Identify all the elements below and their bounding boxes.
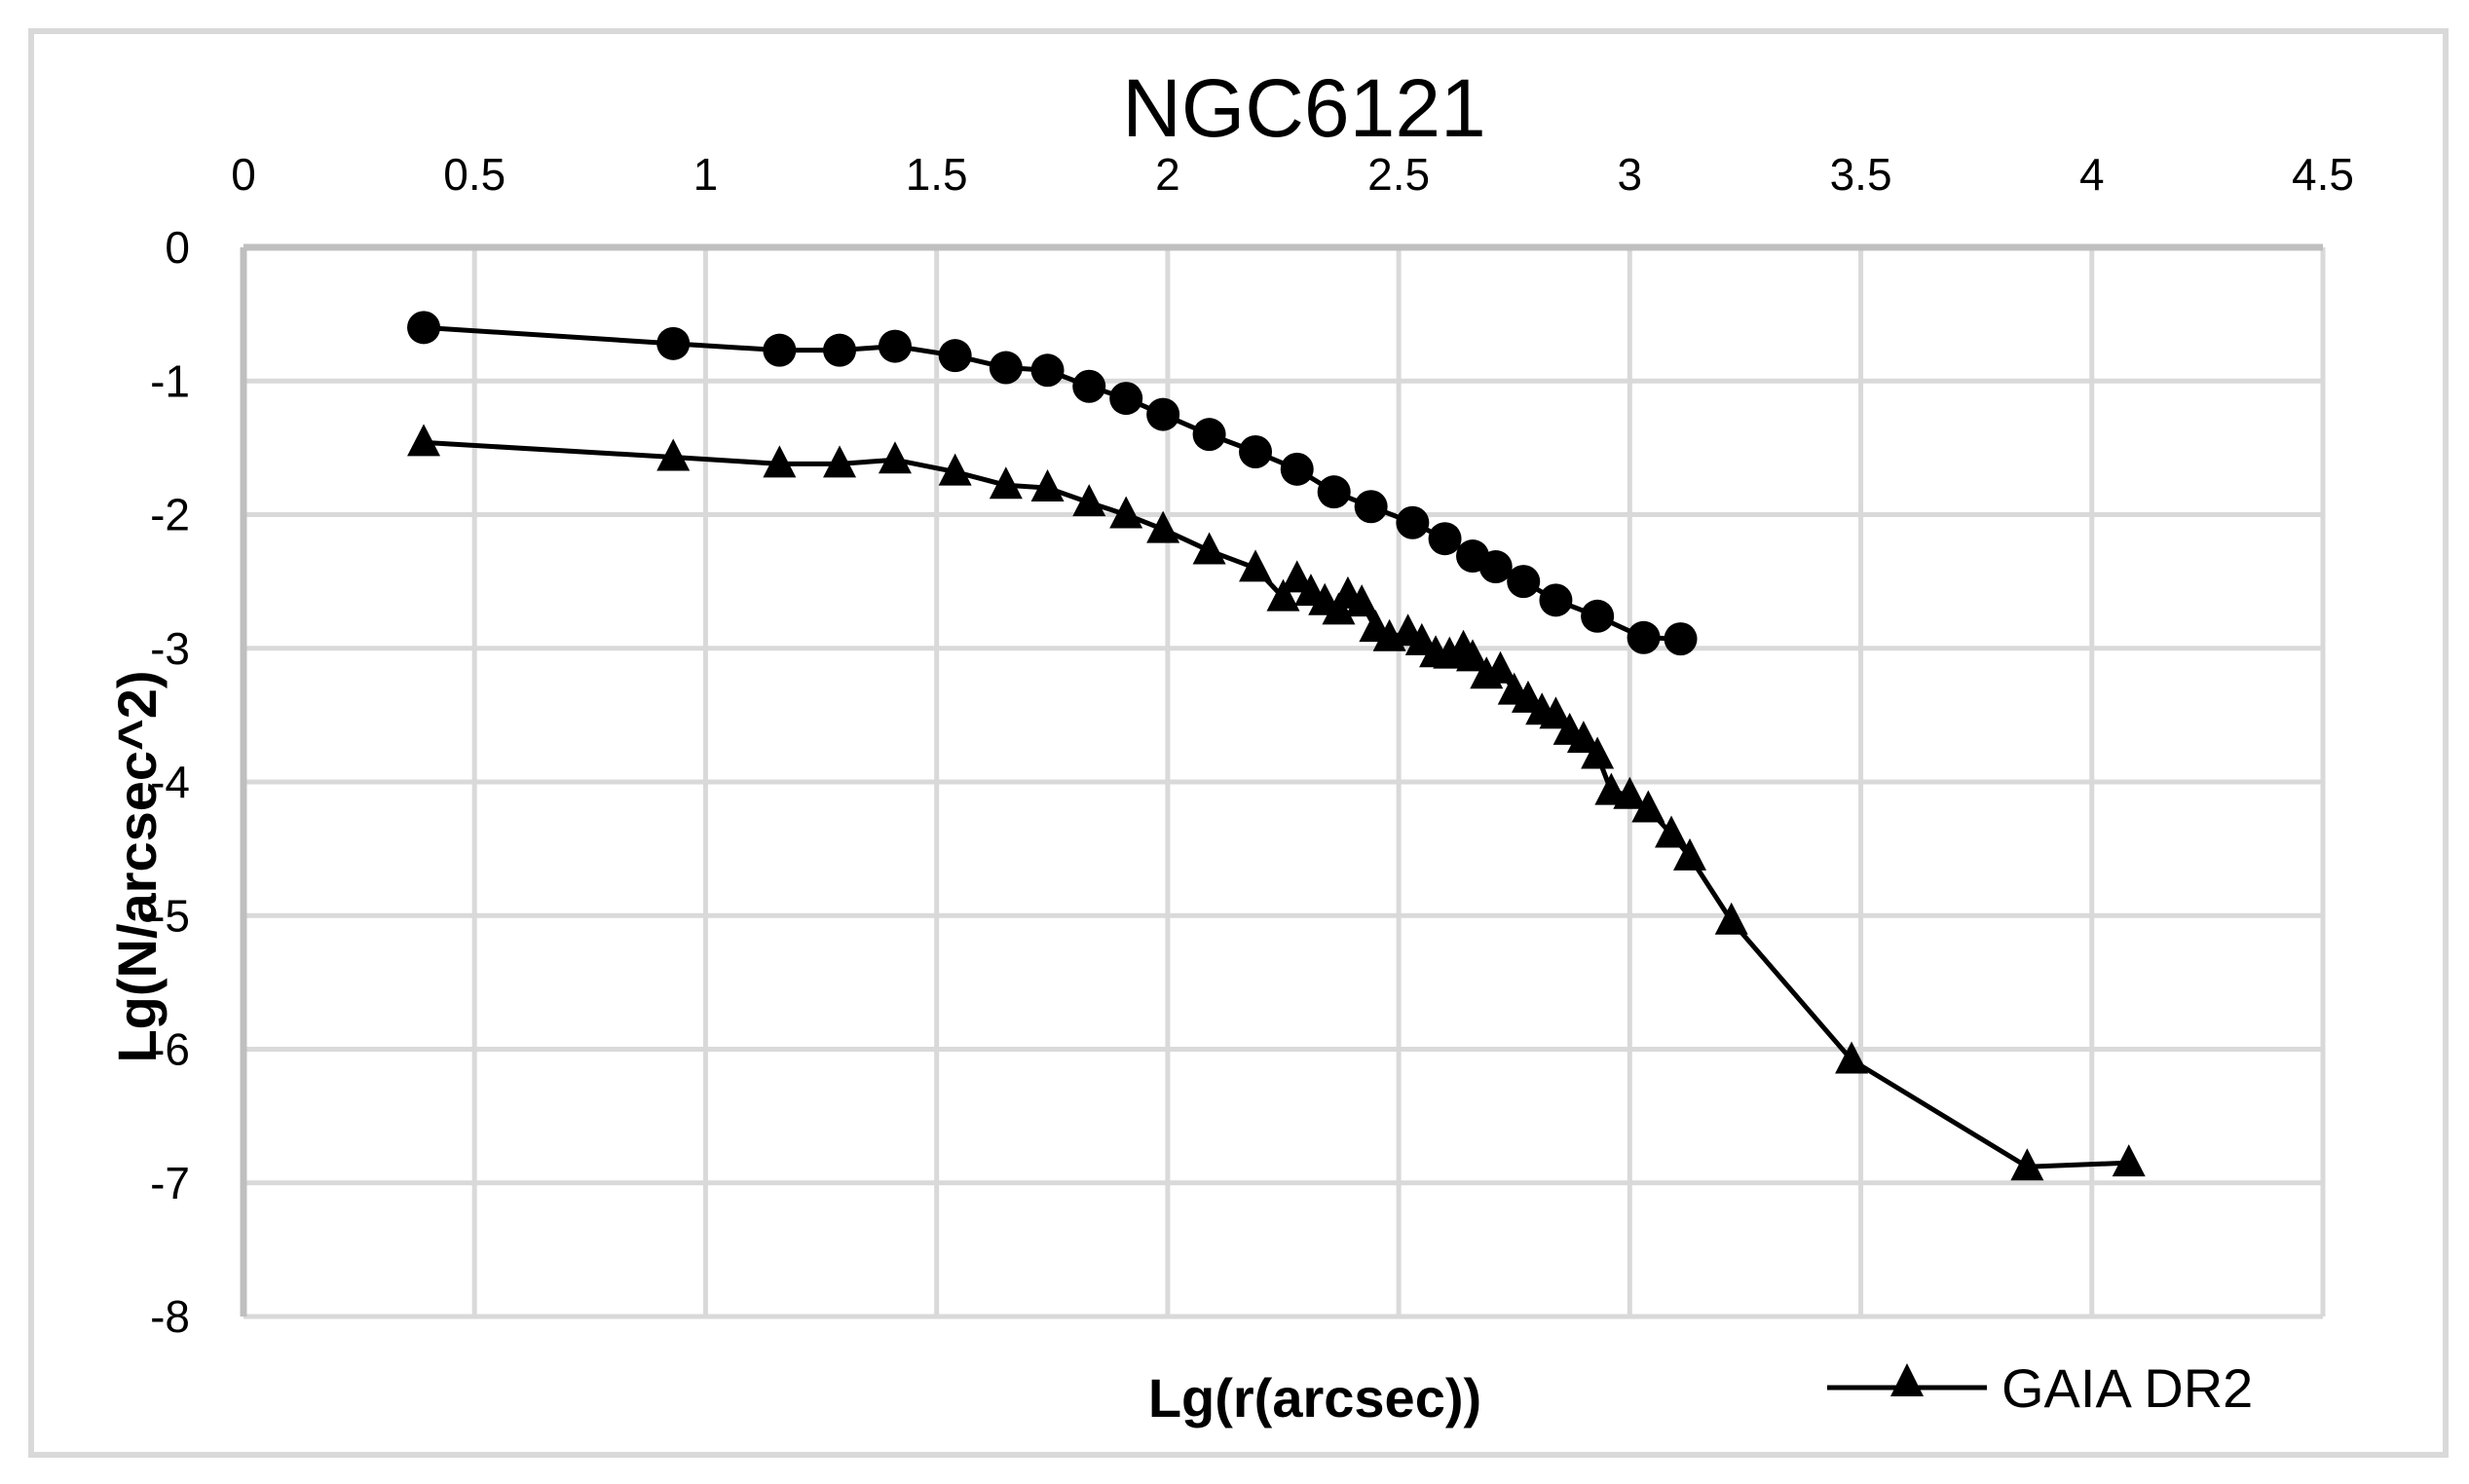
x-tick-label: 0.5 xyxy=(443,149,505,200)
triangle-marker-icon xyxy=(1239,549,1273,582)
circle-marker-icon xyxy=(656,326,691,360)
circle-marker-icon xyxy=(1280,452,1314,486)
y-tick-label: -3 xyxy=(150,623,190,674)
x-tick-label: 4.5 xyxy=(2292,149,2354,200)
x-tick-label: 4 xyxy=(2079,149,2105,200)
triangle-marker-icon xyxy=(1539,696,1573,729)
x-tick-label: 0 xyxy=(231,149,256,200)
chart-title: NGC6121 xyxy=(1122,62,1486,154)
circle-series xyxy=(407,311,1698,656)
y-tick-label: -7 xyxy=(150,1158,190,1208)
triangle-marker-icon xyxy=(1714,902,1748,935)
y-axis-ticks: 0 -1 -2 -3 -4 -5 -6 -7 -8 xyxy=(150,222,190,1342)
triangle-marker-icon xyxy=(1673,837,1707,871)
y-tick-label: 0 xyxy=(165,222,190,273)
triangle-marker-icon xyxy=(1280,560,1314,593)
circle-marker-icon xyxy=(1146,397,1180,431)
triangle-marker-icon xyxy=(1566,721,1600,754)
circle-marker-icon xyxy=(823,333,857,367)
y-tick-label: -6 xyxy=(150,1024,190,1075)
triangle-marker-icon xyxy=(2010,1148,2044,1181)
circle-marker-icon xyxy=(1664,622,1698,656)
triangle-marker-icon xyxy=(407,424,441,457)
circle-marker-icon xyxy=(1428,522,1462,556)
triangle-marker-icon xyxy=(1030,469,1065,502)
circle-marker-icon xyxy=(938,339,972,373)
grid-lines xyxy=(240,243,2326,1319)
circle-marker-icon xyxy=(1539,583,1573,617)
circle-marker-icon xyxy=(763,333,797,367)
x-axis-ticks: 0 0.5 1 1.5 2 2.5 3 3.5 4 4.5 xyxy=(231,149,2354,200)
circle-marker-icon xyxy=(1478,550,1513,584)
triangle-marker-icon xyxy=(1581,736,1615,769)
y-tick-label: -2 xyxy=(150,490,190,540)
x-tick-label: 3.5 xyxy=(1830,149,1892,200)
triangle-marker-icon xyxy=(763,445,797,478)
triangle-marker-icon xyxy=(1109,496,1143,529)
triangle-series xyxy=(407,424,2146,1181)
triangle-marker-icon xyxy=(878,441,912,474)
circle-marker-icon xyxy=(1072,369,1106,403)
circle-marker-icon xyxy=(1239,434,1273,468)
triangle-marker-icon xyxy=(2112,1144,2146,1177)
x-tick-label: 3 xyxy=(1618,149,1643,200)
triangle-marker-icon xyxy=(1655,815,1689,848)
x-tick-label: 1 xyxy=(693,149,719,200)
triangle-marker-icon xyxy=(823,445,857,478)
triangle-marker-icon xyxy=(1835,1041,1869,1074)
triangle-marker-icon xyxy=(1192,532,1226,565)
circle-marker-icon xyxy=(1627,620,1661,654)
y-tick-label: -5 xyxy=(150,890,190,941)
triangle-marker-icon xyxy=(1631,790,1665,823)
y-tick-label: -4 xyxy=(150,757,190,807)
triangle-marker-icon xyxy=(1483,650,1517,684)
circle-marker-icon xyxy=(1109,382,1143,416)
triangle-marker-icon xyxy=(1146,510,1180,543)
circle-marker-icon xyxy=(1396,505,1430,539)
x-tick-label: 1.5 xyxy=(906,149,968,200)
circle-marker-icon xyxy=(407,311,441,345)
triangle-marker-icon xyxy=(1072,484,1106,517)
triangle-marker-icon xyxy=(1613,776,1647,809)
triangle-marker-icon xyxy=(656,438,691,471)
circle-marker-icon xyxy=(1030,353,1065,388)
circle-marker-icon xyxy=(878,329,912,363)
data-series xyxy=(407,311,2146,1181)
x-axis-title: Lg(r(arcsec)) xyxy=(1148,1367,1481,1428)
chart-frame xyxy=(28,28,2449,1458)
triangle-marker-icon xyxy=(989,466,1023,500)
triangle-marker-icon xyxy=(1456,639,1490,672)
y-tick-label: -8 xyxy=(150,1291,190,1342)
x-tick-label: 2 xyxy=(1155,149,1180,200)
circle-marker-icon xyxy=(1192,418,1226,452)
triangle-marker-icon xyxy=(1266,578,1300,612)
legend-label: GAIA DR2 xyxy=(2001,1357,2253,1419)
y-tick-label: -1 xyxy=(150,355,190,406)
circle-marker-icon xyxy=(1507,565,1541,599)
circle-marker-icon xyxy=(1581,599,1615,633)
triangle-marker-icon xyxy=(1345,584,1379,617)
triangle-marker-icon xyxy=(938,453,972,486)
y-axis-title: Lg(N/arcsec^2) xyxy=(106,670,168,1062)
circle-marker-icon xyxy=(1317,475,1351,509)
legend: GAIA DR2 xyxy=(1827,1357,2253,1419)
circle-marker-icon xyxy=(989,351,1023,385)
circle-marker-icon xyxy=(1354,490,1388,524)
triangle-marker-icon xyxy=(1890,1363,1924,1396)
x-tick-label: 2.5 xyxy=(1367,149,1430,200)
